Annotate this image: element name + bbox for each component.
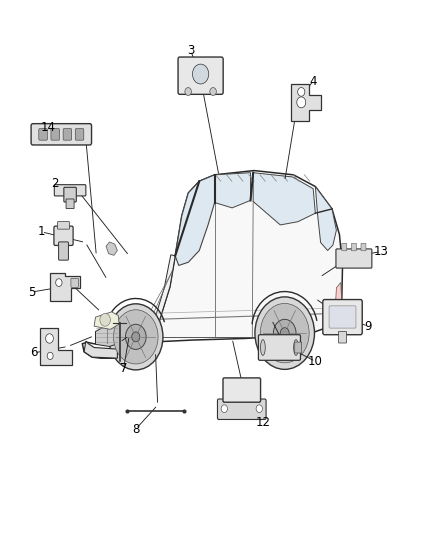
FancyBboxPatch shape: [64, 187, 76, 202]
FancyBboxPatch shape: [323, 300, 362, 335]
Polygon shape: [291, 84, 321, 121]
FancyBboxPatch shape: [54, 226, 73, 245]
Polygon shape: [39, 328, 73, 365]
FancyBboxPatch shape: [339, 332, 346, 343]
Polygon shape: [50, 273, 80, 301]
Circle shape: [125, 324, 146, 350]
Circle shape: [280, 328, 289, 338]
Circle shape: [297, 97, 306, 108]
FancyBboxPatch shape: [59, 242, 68, 260]
Polygon shape: [106, 242, 117, 255]
Text: 1: 1: [38, 225, 46, 238]
Circle shape: [46, 334, 53, 343]
Circle shape: [47, 352, 53, 359]
Text: 7: 7: [120, 362, 127, 375]
Circle shape: [192, 64, 209, 84]
FancyBboxPatch shape: [361, 243, 366, 251]
Text: 3: 3: [187, 44, 194, 57]
Polygon shape: [94, 312, 119, 329]
Polygon shape: [117, 255, 175, 358]
Text: 13: 13: [374, 245, 389, 258]
FancyBboxPatch shape: [342, 243, 347, 251]
Circle shape: [56, 279, 62, 286]
Ellipse shape: [293, 340, 298, 356]
Circle shape: [255, 297, 314, 369]
Circle shape: [260, 303, 309, 363]
Circle shape: [221, 405, 227, 413]
FancyBboxPatch shape: [295, 342, 301, 353]
Circle shape: [273, 319, 296, 347]
Polygon shape: [215, 173, 251, 208]
Text: 5: 5: [28, 286, 35, 298]
FancyBboxPatch shape: [329, 306, 356, 328]
FancyBboxPatch shape: [54, 185, 86, 196]
FancyBboxPatch shape: [217, 399, 266, 419]
Circle shape: [185, 87, 191, 95]
Polygon shape: [315, 187, 336, 251]
FancyBboxPatch shape: [351, 243, 357, 251]
FancyBboxPatch shape: [336, 249, 372, 268]
Text: 8: 8: [132, 423, 139, 435]
Polygon shape: [253, 173, 315, 225]
Text: 12: 12: [255, 416, 270, 429]
Polygon shape: [95, 324, 119, 346]
Text: 2: 2: [51, 177, 59, 190]
Ellipse shape: [261, 340, 265, 356]
FancyBboxPatch shape: [57, 222, 70, 229]
Polygon shape: [84, 341, 117, 358]
FancyBboxPatch shape: [223, 378, 261, 402]
Text: 6: 6: [30, 346, 38, 359]
FancyBboxPatch shape: [71, 278, 78, 287]
Text: 14: 14: [41, 122, 56, 134]
Circle shape: [256, 405, 262, 413]
Circle shape: [113, 310, 158, 364]
FancyBboxPatch shape: [39, 128, 47, 140]
FancyBboxPatch shape: [51, 128, 60, 140]
FancyBboxPatch shape: [258, 335, 300, 360]
Polygon shape: [82, 171, 343, 358]
Text: 4: 4: [309, 75, 317, 87]
Polygon shape: [175, 175, 215, 265]
Circle shape: [298, 87, 305, 96]
Circle shape: [109, 304, 163, 370]
FancyBboxPatch shape: [178, 57, 223, 94]
Polygon shape: [336, 282, 342, 306]
Text: 10: 10: [308, 355, 323, 368]
Circle shape: [210, 87, 216, 95]
Circle shape: [132, 332, 140, 342]
FancyBboxPatch shape: [31, 124, 92, 145]
FancyBboxPatch shape: [66, 199, 74, 208]
Text: 9: 9: [364, 320, 372, 333]
FancyBboxPatch shape: [75, 128, 84, 140]
FancyBboxPatch shape: [63, 128, 72, 140]
Circle shape: [100, 313, 110, 326]
